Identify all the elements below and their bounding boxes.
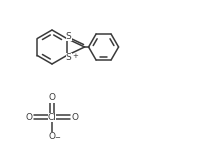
- Text: S: S: [66, 32, 72, 41]
- Text: O: O: [71, 113, 78, 122]
- Text: O: O: [49, 132, 55, 141]
- Text: O: O: [49, 94, 55, 103]
- Text: Cl: Cl: [48, 113, 57, 122]
- Text: −: −: [54, 135, 60, 141]
- Text: +: +: [72, 53, 78, 59]
- Text: S: S: [66, 53, 72, 62]
- Text: O: O: [26, 113, 33, 122]
